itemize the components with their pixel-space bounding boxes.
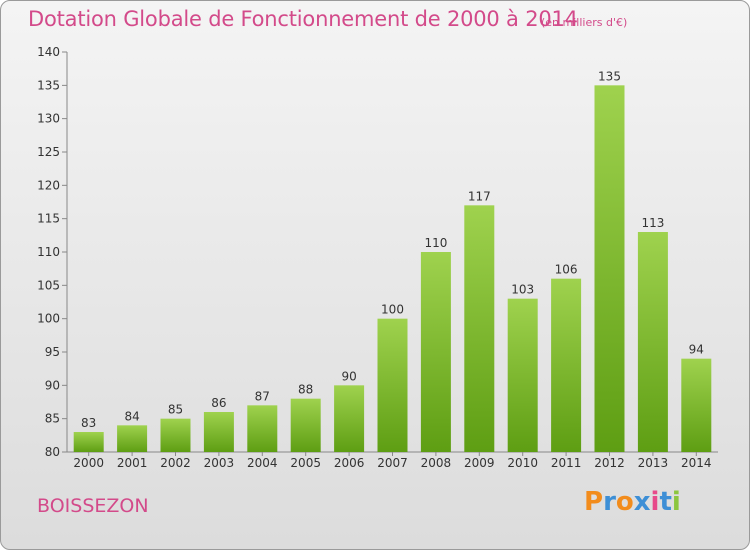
y-tick-label: 95 [45, 345, 60, 359]
bar-2004 [247, 405, 278, 452]
y-tick-label: 125 [37, 145, 60, 159]
bar-2001 [117, 425, 148, 452]
y-tick-label: 115 [37, 212, 60, 226]
bar-2005 [290, 398, 321, 452]
logo-letter: x [633, 487, 651, 517]
logo-letter: o [615, 487, 634, 517]
y-tick-label: 90 [45, 378, 60, 392]
x-tick-label: 2008 [421, 456, 452, 470]
data-label: 113 [641, 216, 664, 230]
unit-note: (en milliers d'€) [541, 16, 628, 29]
bar-2011 [551, 278, 582, 452]
x-tick-label: 2005 [290, 456, 321, 470]
data-label: 94 [689, 343, 704, 357]
y-tick-label: 120 [37, 178, 60, 192]
town-name: BOISSEZON [37, 495, 149, 517]
bar-2006 [334, 385, 365, 452]
logo-letter: i [650, 487, 660, 517]
logo-letter: r [603, 487, 616, 517]
x-tick-label: 2000 [73, 456, 104, 470]
data-label: 110 [424, 236, 447, 250]
data-label: 86 [211, 396, 226, 410]
y-tick-label: 130 [37, 112, 60, 126]
x-tick-label: 2007 [377, 456, 408, 470]
x-tick-label: 2014 [681, 456, 712, 470]
axes: 80 85 90 95 100 105 110 115 120 125 130 135 140 2000 2… [37, 45, 718, 470]
x-tick-label: 2001 [117, 456, 148, 470]
chart-title: Dotation Globale de Fonctionnement de 20… [28, 7, 578, 31]
x-tick-label: 2004 [247, 456, 278, 470]
data-label: 83 [81, 416, 96, 430]
y-tick-label: 105 [37, 278, 60, 292]
data-label: 106 [555, 263, 578, 277]
logo-letter: i [671, 487, 681, 517]
x-tick-label: 2010 [507, 456, 538, 470]
data-label: 87 [255, 389, 270, 403]
x-tick-label: 2009 [464, 456, 495, 470]
data-label: 135 [598, 69, 621, 83]
data-label: 88 [298, 383, 313, 397]
x-tick-label: 2012 [594, 456, 625, 470]
logo-letter: P [584, 487, 604, 517]
bar-2009 [464, 205, 495, 452]
y-tick-label: 100 [37, 312, 60, 326]
bar-2008 [420, 252, 451, 452]
bar-2000 [73, 432, 104, 452]
x-tick-label: 2011 [551, 456, 582, 470]
y-tick-label: 110 [37, 245, 60, 259]
y-tick-label: 135 [37, 78, 60, 92]
x-tick-label: 2013 [638, 456, 669, 470]
y-tick-label: 85 [45, 412, 60, 426]
logo-letter: t [659, 487, 672, 517]
bar-2012 [594, 85, 625, 452]
y-tick-label: 140 [37, 45, 60, 59]
data-label: 85 [168, 403, 183, 417]
bar-2003 [203, 412, 234, 452]
bar-2014 [681, 358, 712, 452]
data-label: 84 [124, 409, 139, 423]
bar-2013 [637, 232, 668, 452]
data-label: 103 [511, 283, 534, 297]
x-tick-label: 2003 [204, 456, 235, 470]
bar-2010 [507, 298, 538, 452]
bars: 83 84 85 86 87 88 90 100 110 117 103 106 135 113 94 [73, 69, 712, 452]
x-tick-label: 2002 [160, 456, 191, 470]
y-tick-label: 80 [45, 445, 60, 459]
x-tick-label: 2006 [334, 456, 365, 470]
data-label: 90 [341, 369, 356, 383]
data-label: 117 [468, 189, 491, 203]
proxiti-logo[interactable]: Proxiti [584, 487, 681, 517]
data-label: 100 [381, 303, 404, 317]
bar-2002 [160, 418, 191, 452]
bar-2007 [377, 318, 408, 452]
